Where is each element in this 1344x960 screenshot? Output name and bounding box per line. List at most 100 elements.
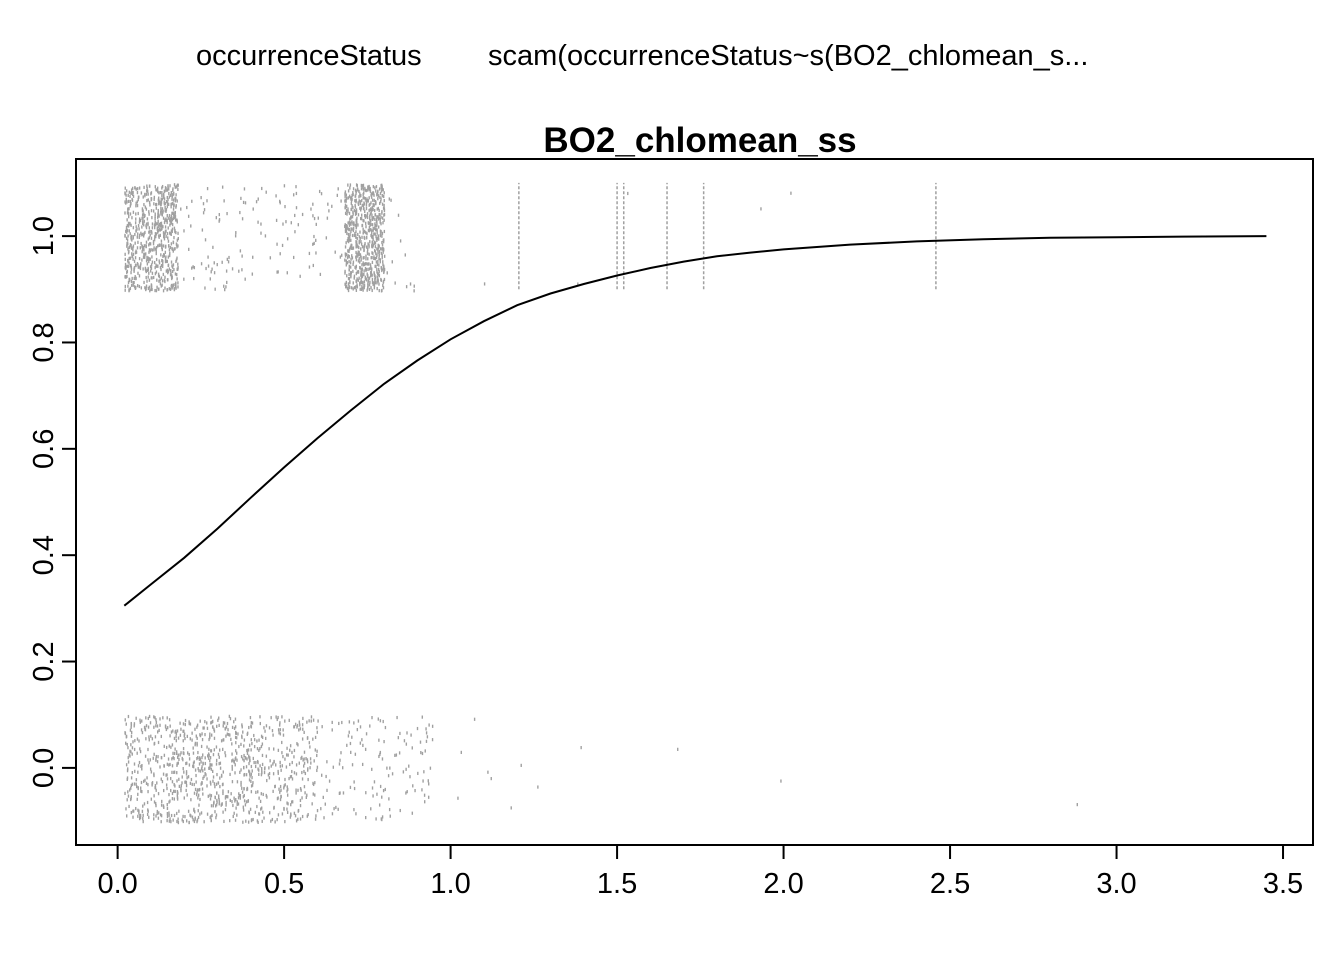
rug-point (165, 773, 167, 777)
rug-point (301, 212, 304, 217)
rug-point (248, 743, 251, 747)
rug-point (154, 786, 157, 790)
rug-point (372, 251, 374, 256)
rug-point (129, 194, 131, 199)
rug-point (222, 721, 225, 725)
rug-point (226, 257, 229, 261)
rug-point (378, 288, 380, 293)
rug-point (130, 267, 133, 271)
rug-point (344, 269, 346, 273)
rug-point (405, 791, 407, 795)
rug-point (362, 286, 364, 290)
rug-point (369, 186, 371, 191)
rug-point (124, 257, 126, 261)
rug-point (182, 819, 184, 824)
rug-point (146, 800, 149, 805)
rug-point (351, 227, 353, 231)
rug-point (161, 264, 164, 269)
rug-point (170, 260, 173, 264)
rug-point (162, 289, 165, 293)
rug-point (138, 195, 140, 199)
rug-point (426, 735, 429, 739)
rug-point (145, 781, 148, 785)
rug-point (250, 738, 253, 742)
rug-point (140, 764, 142, 769)
rug-point (316, 809, 319, 813)
rug-point (376, 267, 378, 272)
rug-point (307, 777, 309, 782)
rug-point (234, 717, 237, 721)
rug-point (363, 207, 365, 211)
rug-point (130, 279, 133, 284)
y-tick-label: 0.6 (28, 429, 60, 469)
rug-point (238, 792, 240, 796)
rug-point (326, 760, 328, 764)
rug-point (139, 218, 142, 223)
rug-point (231, 725, 234, 730)
rug-point (173, 204, 175, 208)
rug-point (365, 188, 367, 193)
rug-point (191, 815, 194, 819)
rug-point (126, 200, 128, 204)
rug-point (344, 190, 347, 194)
rug-point (232, 814, 234, 819)
rug-point (151, 248, 154, 252)
rug-point (354, 752, 357, 756)
rug-point (357, 213, 360, 217)
rug-point (375, 236, 378, 241)
rug-point (308, 741, 311, 745)
rug-point (354, 199, 356, 203)
rug-point (277, 769, 279, 774)
rug-point (257, 790, 259, 794)
rug-point (299, 798, 302, 803)
rug-point (347, 734, 350, 738)
rug-point (243, 765, 245, 770)
rug-point (360, 281, 362, 285)
rug-point (368, 283, 371, 287)
rug-point (257, 760, 259, 765)
rug-point (352, 192, 354, 197)
rug-point (377, 277, 379, 281)
rug-point (168, 253, 171, 257)
rug-point (157, 219, 159, 223)
rug-point (176, 277, 178, 281)
rug-point (209, 277, 211, 281)
rug-point (192, 746, 194, 750)
rug-point (196, 736, 198, 740)
rug-point (382, 789, 385, 793)
rug-point (289, 775, 292, 779)
rug-point (375, 227, 377, 232)
rug-point (161, 191, 163, 195)
rug-point (182, 766, 184, 771)
rug-point (355, 211, 357, 216)
rug-point (371, 232, 373, 236)
rug-point (241, 723, 243, 727)
rug-point (214, 287, 216, 291)
rug-point (212, 779, 214, 783)
rug-point (457, 796, 459, 800)
rug-point (169, 184, 171, 188)
rug-point (425, 731, 428, 735)
rug-point (213, 782, 216, 786)
rug-point (421, 751, 424, 756)
rug-point (155, 202, 157, 207)
rug-point (406, 731, 408, 735)
rug-point (146, 776, 148, 780)
rug-point (291, 760, 293, 765)
rug-point (137, 814, 139, 818)
rug-point (359, 283, 361, 287)
rug-point (302, 758, 304, 762)
rug-point (166, 288, 168, 292)
rug-point (345, 261, 348, 265)
rug-point (282, 733, 285, 737)
rug-point (276, 270, 278, 274)
rug-point (348, 284, 350, 288)
rug-point (209, 815, 211, 820)
rug-point (423, 770, 425, 774)
rug-point (268, 766, 270, 770)
rug-point (144, 728, 147, 732)
rug-point (285, 765, 288, 769)
rug-point (147, 758, 149, 762)
rug-point (251, 783, 254, 787)
rug-point (380, 183, 382, 188)
